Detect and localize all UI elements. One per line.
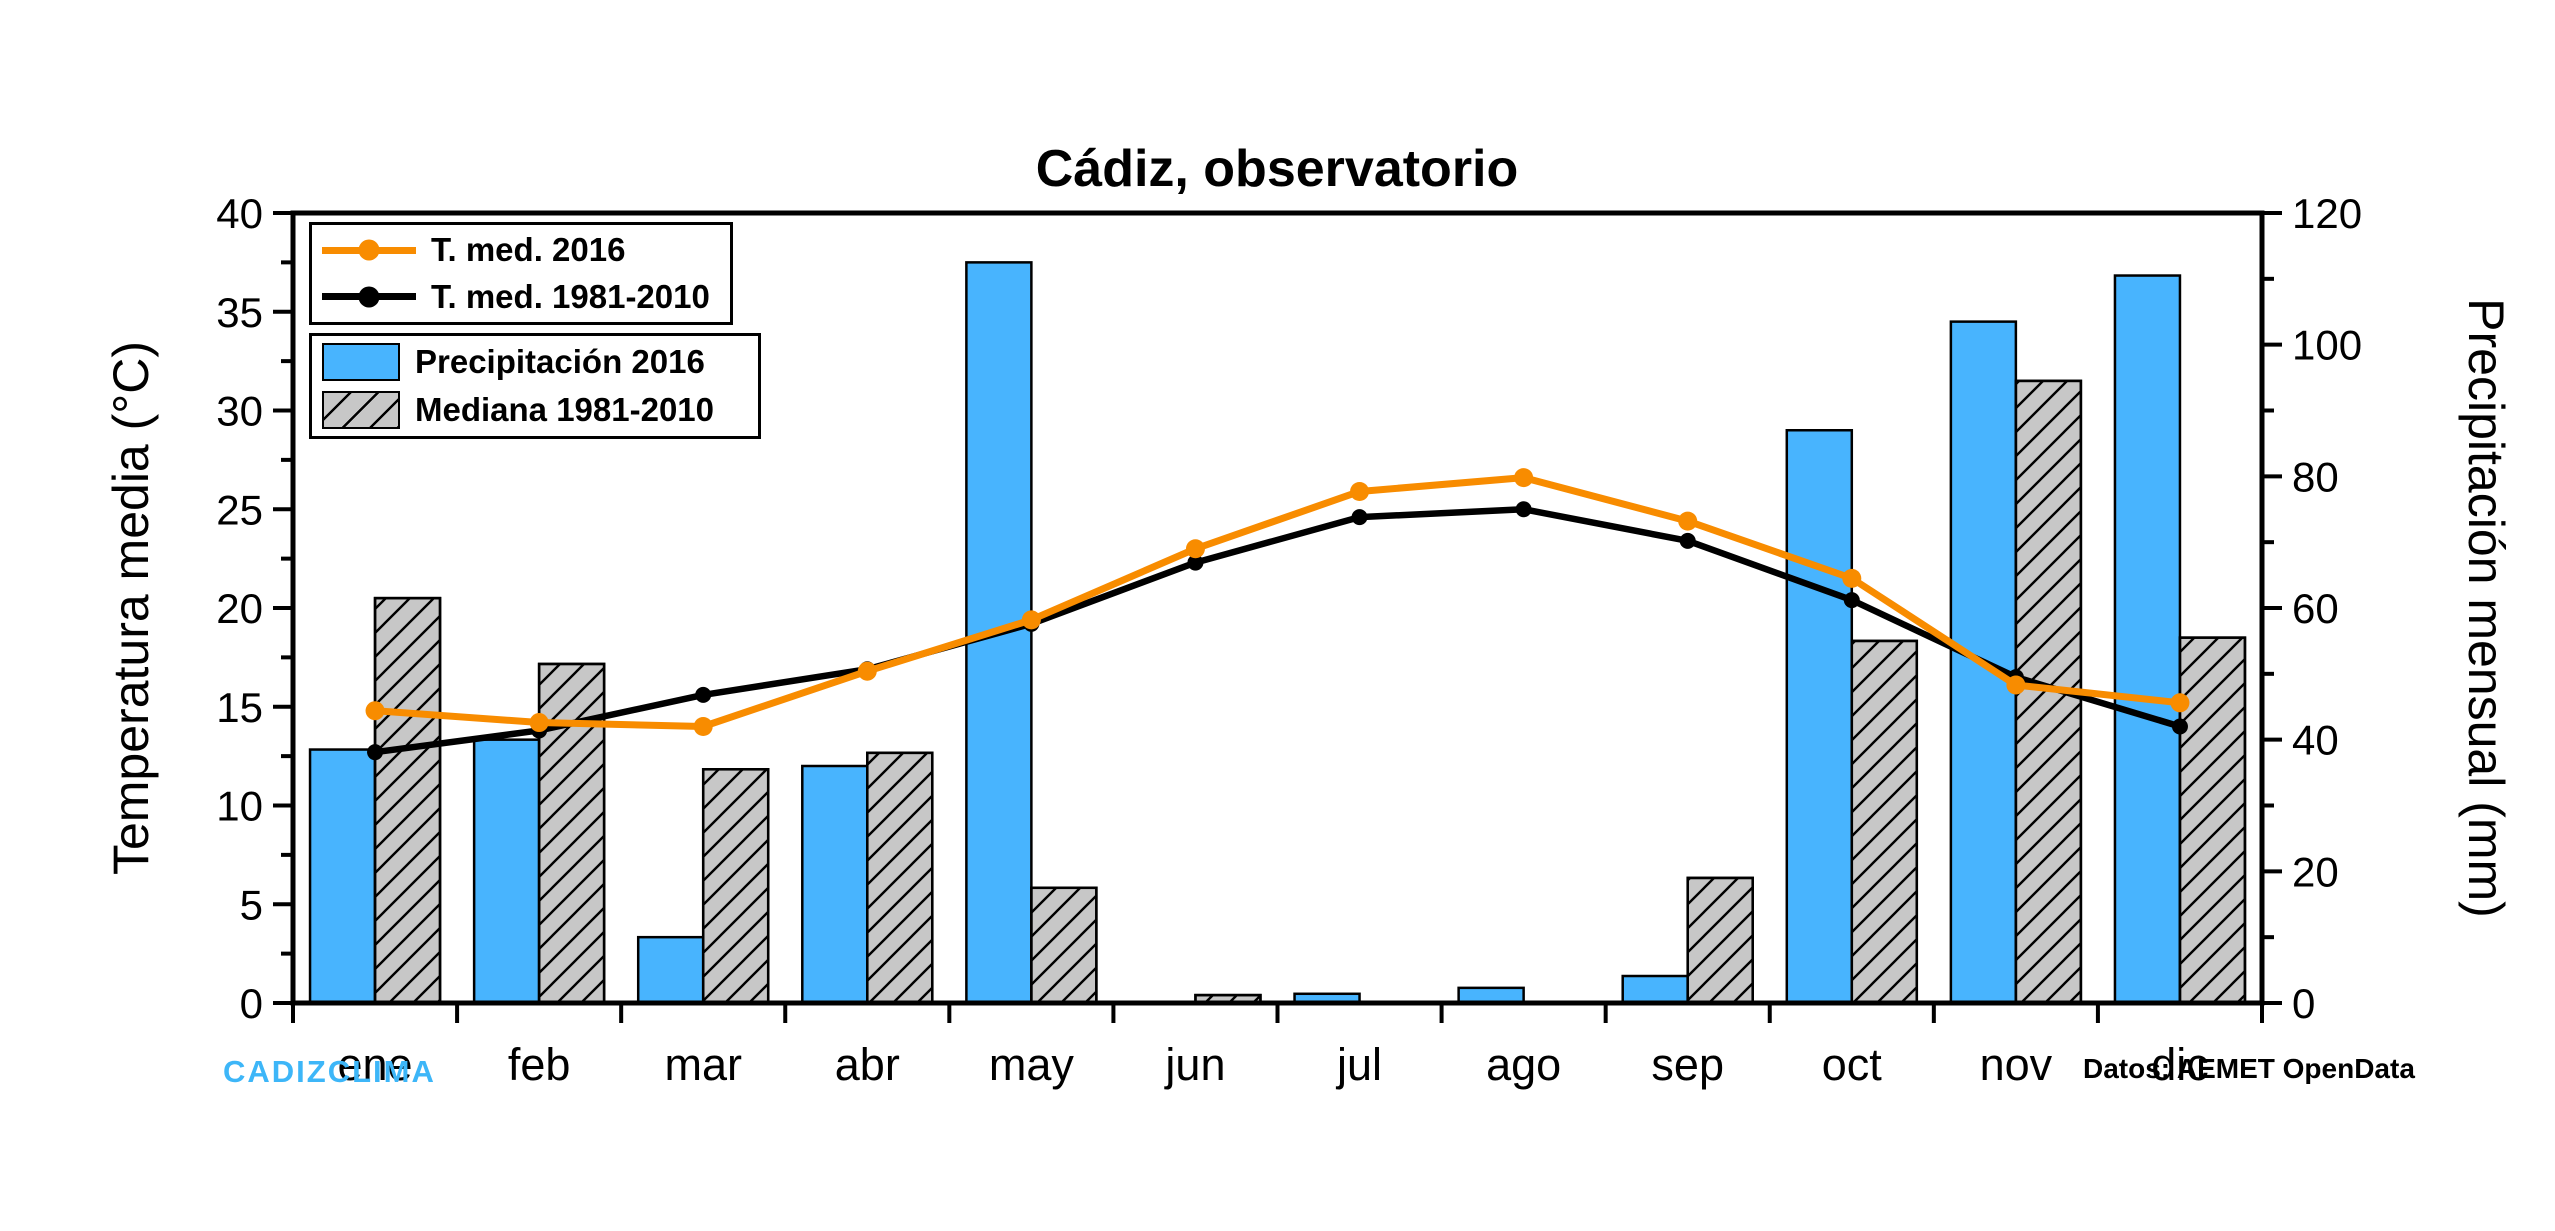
point-t.-med.-2016-mar [693, 717, 713, 736]
point-t.-med.-2016-may [1021, 610, 1041, 630]
legend-temperature: T. med. 2016 T. med. 1981-2010 [309, 222, 733, 325]
point-t.-med.-1981-2010-ene [367, 744, 384, 761]
brand-watermark: CADIZCLIMA [223, 1054, 436, 1089]
x-month-label: jun [1163, 1039, 1225, 1090]
y-left-tick-label: 25 [216, 486, 263, 533]
bar-hatch-abr [866, 751, 934, 1005]
x-month-label: feb [508, 1039, 571, 1090]
point-t.-med.-2016-oct [1842, 568, 1862, 588]
point-t.-med.-1981-2010-jul [1351, 509, 1368, 526]
legend-label: T. med. 2016 [431, 231, 626, 269]
point-t.-med.-1981-2010-ago [1515, 501, 1532, 518]
bar-hatch-ene [373, 596, 442, 1005]
bar-hatch-feb [537, 662, 606, 1005]
bar-hatch-sep [1686, 876, 1754, 1005]
y-right-tick-label: 100 [2292, 322, 2362, 369]
point-t.-med.-1981-2010-sep [1679, 532, 1696, 549]
y-right-tick-label: 80 [2292, 453, 2339, 500]
x-month-label: ago [1486, 1039, 1561, 1090]
bar-precipitación-2016-mar [636, 935, 705, 1005]
legend-entry-t2016: T. med. 2016 [322, 231, 724, 269]
y-right-tick-label: 20 [2292, 848, 2339, 895]
y-left-tick-label: 40 [216, 190, 263, 237]
y-left-tick-label: 35 [216, 289, 263, 336]
point-t.-med.-1981-2010-jun [1187, 554, 1204, 571]
y-right-tick-label: 60 [2292, 585, 2339, 632]
legend-entry-prec2016: Precipitación 2016 [322, 343, 752, 381]
x-month-label: nov [1980, 1039, 2053, 1090]
y-left-tick-label: 30 [216, 388, 263, 435]
point-t.-med.-1981-2010-oct [1843, 592, 1860, 609]
point-t.-med.-2016-ene [365, 701, 385, 721]
bar-precipitación-2016-feb [472, 738, 541, 1005]
orange-line-sample-icon [322, 239, 416, 261]
x-month-label: mar [664, 1039, 742, 1090]
y-left-tick-label: 15 [216, 684, 263, 731]
bar-precipitación-2016-oct [1785, 429, 1854, 1005]
legend-label: Precipitación 2016 [415, 343, 705, 380]
y-left-tick-label: 10 [216, 783, 263, 830]
chart-title: Cádiz, observatorio [1035, 140, 1519, 198]
point-t.-med.-2016-jul [1350, 481, 1370, 501]
data-source-credit: Datos: AEMET OpenData [2083, 1053, 2415, 1084]
y-left-tick-label: 0 [240, 980, 263, 1027]
point-t.-med.-2016-feb [529, 713, 549, 733]
point-t.-med.-1981-2010-mar [695, 686, 712, 703]
bar-precipitación-2016-abr [801, 764, 869, 1005]
point-t.-med.-1981-2010-dic [2171, 718, 2188, 735]
x-month-label: oct [1822, 1039, 1883, 1090]
bar-precipitación-2016-sep [1621, 974, 1689, 1005]
bar-precipitación-2016-dic [2113, 274, 2182, 1005]
x-month-label: sep [1651, 1039, 1724, 1090]
line-t.-med.-1981-2010 [371, 506, 2184, 756]
y-left-tick-label: 5 [240, 881, 263, 928]
legend-entry-tnormal: T. med. 1981-2010 [322, 278, 724, 316]
right-axis-title: Precipitación mensual (mm) [2458, 298, 2514, 918]
blue-bar-swatch-icon [322, 343, 400, 381]
legend-label: Mediana 1981-2010 [415, 391, 715, 428]
point-t.-med.-2016-sep [1678, 511, 1698, 531]
x-month-label: abr [835, 1039, 900, 1090]
bar-hatch-oct [1850, 639, 1919, 1005]
legend-entry-mediana: Mediana 1981-2010 [322, 391, 752, 429]
y-right-tick-label: 0 [2292, 980, 2315, 1027]
bar-hatch-may [1030, 886, 1098, 1005]
point-t.-med.-2016-dic [2170, 693, 2190, 713]
x-month-label: jul [1335, 1039, 1382, 1090]
point-t.-med.-2016-abr [857, 661, 877, 681]
legend-precipitation: Precipitación 2016 Mediana 1981-2010 [309, 333, 761, 439]
x-month-label: dic [2151, 1039, 2209, 1090]
hatched-bar-swatch-icon [322, 391, 400, 429]
point-t.-med.-2016-nov [2006, 675, 2026, 695]
y-left-tick-label: 20 [216, 585, 263, 632]
point-t.-med.-2016-jun [1185, 539, 1205, 559]
bar-hatch-dic [2178, 636, 2247, 1005]
y-right-tick-label: 40 [2292, 717, 2339, 764]
left-axis-title: Temperatura media (°C) [103, 340, 159, 876]
bar-hatch-mar [701, 768, 770, 1005]
black-line-sample-icon [322, 286, 416, 308]
bar-precipitación-2016-ene [308, 748, 377, 1005]
line-t.-med.-2016 [371, 474, 2184, 730]
x-month-label: may [989, 1039, 1075, 1090]
y-right-tick-label: 120 [2292, 190, 2362, 237]
point-t.-med.-2016-ago [1514, 468, 1534, 488]
legend-label: T. med. 1981-2010 [431, 277, 710, 315]
x-month-label: ene [337, 1039, 412, 1090]
